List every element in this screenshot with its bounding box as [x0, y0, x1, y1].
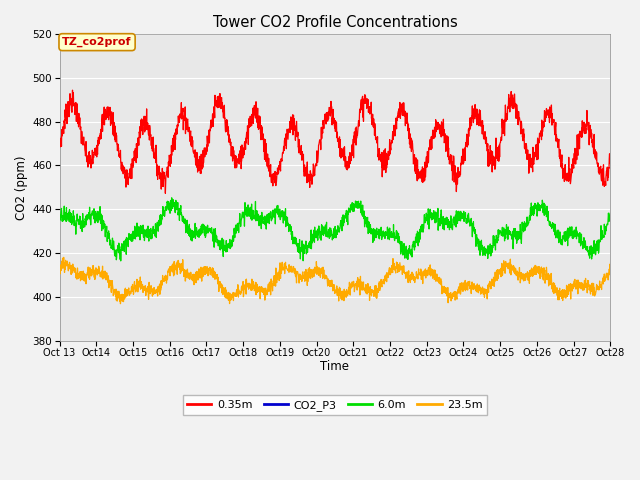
Title: Tower CO2 Profile Concentrations: Tower CO2 Profile Concentrations [212, 15, 458, 30]
Y-axis label: CO2 (ppm): CO2 (ppm) [15, 155, 28, 220]
Text: TZ_co2prof: TZ_co2prof [62, 37, 132, 47]
X-axis label: Time: Time [321, 360, 349, 373]
Legend: 0.35m, CO2_P3, 6.0m, 23.5m: 0.35m, CO2_P3, 6.0m, 23.5m [182, 396, 488, 415]
